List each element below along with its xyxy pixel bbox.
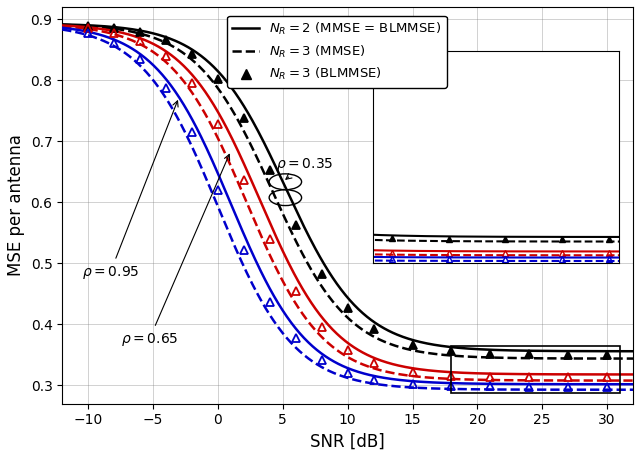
Legend: $N_R = 2$ (MMSE = BLMMSE), $N_R = 3$ (MMSE), $N_R = 3$ (BLMMSE): $N_R = 2$ (MMSE = BLMMSE), $N_R = 3$ (MM… xyxy=(227,16,447,87)
Text: $\rho = 0.65$: $\rho = 0.65$ xyxy=(120,154,230,348)
Text: $\rho = 0.95$: $\rho = 0.95$ xyxy=(82,101,178,281)
Text: $\rho = 0.35$: $\rho = 0.35$ xyxy=(276,156,333,179)
Y-axis label: MSE per antenna: MSE per antenna xyxy=(7,135,25,276)
Bar xyxy=(451,346,620,393)
X-axis label: SNR [dB]: SNR [dB] xyxy=(310,433,385,451)
